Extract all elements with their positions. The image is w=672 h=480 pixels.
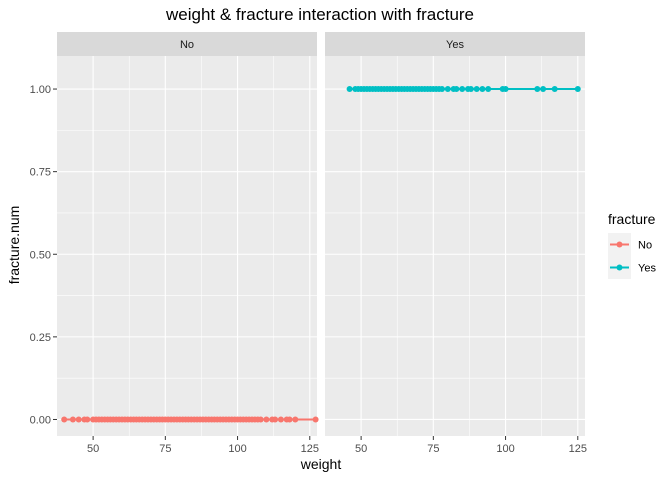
legend-label-yes: Yes xyxy=(638,263,656,275)
facet-panels: No Yes xyxy=(57,32,585,436)
data-point xyxy=(263,416,270,423)
facet-panel-yes: Yes xyxy=(325,32,585,436)
data-point xyxy=(502,86,509,92)
data-point xyxy=(467,86,474,92)
legend: fracture No Yes xyxy=(608,211,656,279)
y-tick-label: 0.75 xyxy=(30,167,51,179)
data-point xyxy=(459,86,466,92)
legend-key-no: No xyxy=(608,233,652,256)
y-tick-label: 0.25 xyxy=(30,332,51,344)
data-point xyxy=(69,416,76,423)
data-point xyxy=(84,416,91,423)
facet-panel-no: No xyxy=(57,32,319,436)
data-point xyxy=(61,416,68,423)
data-point xyxy=(286,416,293,423)
legend-key-yes: Yes xyxy=(608,256,656,279)
data-point xyxy=(453,86,460,92)
data-point xyxy=(479,86,486,92)
data-point xyxy=(272,416,279,423)
data-point xyxy=(439,86,445,92)
data-point xyxy=(534,86,541,92)
x-tick-label: 100 xyxy=(228,443,246,455)
data-point xyxy=(485,86,492,92)
x-tick-label: 50 xyxy=(355,443,367,455)
legend-keys: No Yes xyxy=(608,233,656,279)
facet-strip xyxy=(325,32,585,56)
data-point xyxy=(540,86,547,92)
legend-title: fracture xyxy=(608,211,656,227)
facet-strip-label: No xyxy=(180,39,194,51)
x-tick-label: 100 xyxy=(496,443,514,455)
data-point xyxy=(277,416,284,423)
x-axis-title: weight xyxy=(300,456,342,472)
data-point xyxy=(444,86,451,92)
legend-key-point xyxy=(616,241,623,248)
y-tick-label: 1.00 xyxy=(30,84,51,96)
legend-label-no: No xyxy=(638,240,652,252)
facet-strip xyxy=(57,32,317,56)
data-point xyxy=(346,86,353,92)
x-tick-label: 125 xyxy=(569,443,587,455)
data-point xyxy=(312,416,319,423)
panel-background xyxy=(325,56,585,436)
facet-strip-label: Yes xyxy=(446,39,464,51)
legend-key-point xyxy=(616,264,623,271)
data-point xyxy=(75,416,82,423)
x-axis: 50 75 100 125 50 75 100 125 xyxy=(87,436,587,455)
data-point xyxy=(292,416,299,423)
y-axis: 0.00 0.25 0.50 0.75 1.00 xyxy=(30,84,57,426)
y-tick-label: 0.50 xyxy=(30,249,51,261)
x-tick-label: 75 xyxy=(159,443,171,455)
data-point xyxy=(473,86,480,92)
x-tick-label: 125 xyxy=(301,443,319,455)
data-point xyxy=(574,86,581,92)
chart-title: weight & fracture interaction with fract… xyxy=(165,5,474,24)
data-point xyxy=(551,86,558,92)
y-axis-title: fracture.num xyxy=(6,206,22,285)
x-tick-label: 50 xyxy=(87,443,99,455)
data-point xyxy=(257,416,264,423)
x-tick-label: 75 xyxy=(427,443,439,455)
panel-background xyxy=(57,56,317,436)
y-tick-label: 0.00 xyxy=(30,414,51,426)
